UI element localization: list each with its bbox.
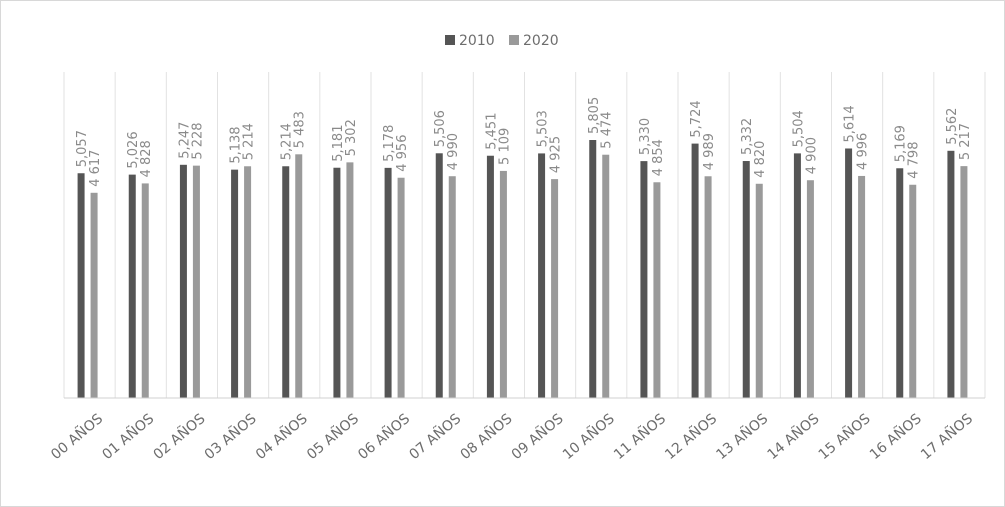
value-label: 5,169 [894,125,909,162]
value-label: 4 617 [88,150,103,187]
bar [333,167,341,398]
value-label: 4 798 [907,142,922,179]
bar [589,140,597,398]
bar [282,166,290,398]
value-label: 5,724 [689,100,704,137]
value-label: 5,504 [791,110,806,147]
value-label: 4 820 [753,141,768,178]
value-label: 4 854 [651,139,666,176]
bar [704,176,712,398]
bar [486,155,494,398]
bar [128,174,136,398]
legend-label: 2020 [523,33,559,49]
bar [909,184,917,398]
value-label: 5,805 [587,97,602,134]
bar [538,153,546,398]
bar [806,180,814,398]
value-label: 5,247 [177,122,192,159]
legend: 2010 2020 [445,33,559,49]
value-label: 4 828 [139,140,154,177]
value-label: 5 109 [497,128,512,165]
bar [602,154,610,398]
value-label: 5,451 [484,113,499,150]
value-label: 5,562 [945,108,960,145]
legend-swatch [509,35,519,45]
bar [448,176,456,398]
value-label: 5 474 [600,111,615,148]
value-label: 5,506 [433,110,448,147]
value-label: 5 214 [242,123,257,160]
value-label: 5 302 [344,119,359,156]
value-label: 4 900 [804,137,819,174]
bar [397,177,405,398]
bar [192,165,200,398]
legend-label: 2010 [459,33,495,49]
value-label: 5,026 [126,131,141,168]
bar [691,143,699,398]
value-label: 5,214 [280,123,295,160]
value-label: 5,057 [75,130,90,167]
bar [384,167,392,398]
value-label: 4 925 [549,136,564,173]
bar [499,170,507,398]
legend-swatch [445,35,455,45]
bar [858,175,866,398]
bar [346,162,354,398]
bar [77,173,85,398]
value-label: 4 989 [702,133,717,170]
value-label: 4 996 [856,133,871,170]
bar [793,153,801,398]
value-label: 5,178 [382,125,397,162]
value-label: 5 217 [958,123,973,160]
value-label: 5,614 [843,105,858,142]
bar [179,164,187,398]
value-label: 4 956 [395,135,410,172]
bar [640,161,648,398]
bar [947,150,955,398]
value-label: 5,332 [740,118,755,155]
value-label: 5,138 [229,126,244,163]
bar [244,166,252,398]
bar [755,183,763,398]
bar [845,148,853,398]
bar [231,169,239,398]
bar [295,154,303,398]
bar [960,166,968,398]
bar [435,153,443,398]
value-label: 4 990 [446,133,461,170]
bar [896,168,904,398]
bar [551,179,559,398]
value-label: 5 483 [293,111,308,148]
value-label: 5,503 [536,110,551,147]
bar [141,183,149,398]
bar [742,161,750,398]
value-label: 5,181 [331,125,346,162]
value-label: 5 228 [190,122,205,159]
bar [90,192,98,398]
bar [653,182,661,398]
value-label: 5,330 [638,118,653,155]
